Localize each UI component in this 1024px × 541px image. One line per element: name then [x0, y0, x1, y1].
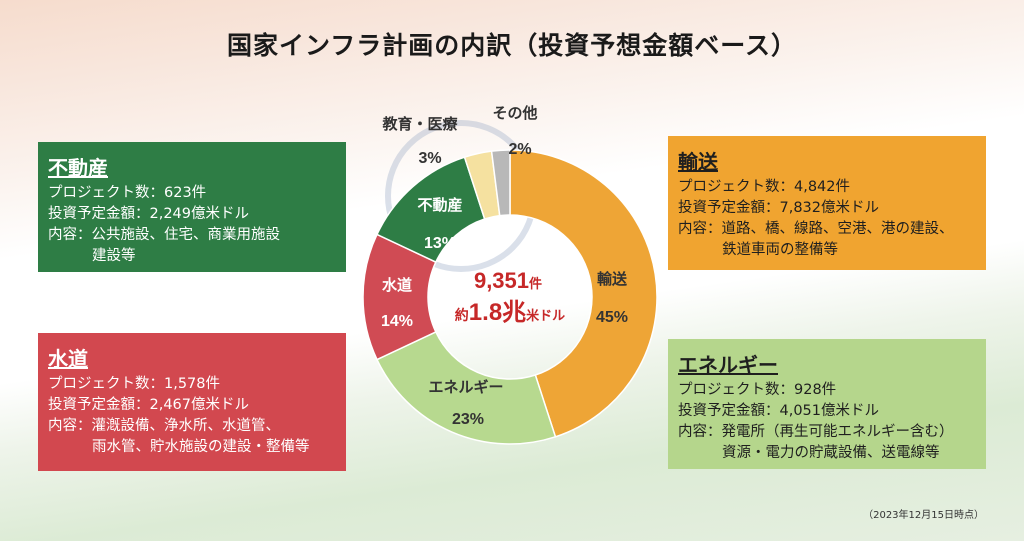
- center-count-value: 9,351: [474, 268, 529, 293]
- category-label-real-estate: 不動産: [417, 196, 462, 214]
- water-content: 内容：灌漑設備、浄水所、水道管、: [48, 418, 280, 434]
- water-projects: プロジェクト数：1,578件: [48, 376, 221, 392]
- real-estate-investment: 投資予定金額：2,249億米ドル: [48, 206, 250, 222]
- category-label-education-medical: 教育・医療: [381, 115, 458, 133]
- percent-label-water: 14%: [381, 313, 413, 330]
- energy-title: エネルギー: [678, 353, 778, 377]
- center-amount-value: 1.8兆: [469, 299, 526, 326]
- energy-investment: 投資予定金額：4,051億米ドル: [678, 403, 880, 419]
- percent-label-other: 2%: [508, 141, 531, 158]
- slice-transport: [509, 149, 658, 438]
- real-estate-title: 不動産: [48, 156, 108, 180]
- real-estate-box: 不動産 プロジェクト数：623件 投資予定金額：2,249億米ドル 内容：公共施…: [38, 142, 346, 272]
- category-label-transport: 輸送: [597, 270, 628, 288]
- transport-content-cont: 鉄道車両の整備等: [722, 242, 838, 258]
- slice-energy: [375, 330, 557, 445]
- energy-content: 内容：発電所（再生可能エネルギー含む）: [678, 424, 954, 440]
- footnote: （2023年12月15日時点）: [863, 510, 984, 521]
- real-estate-projects: プロジェクト数：623件: [48, 185, 207, 201]
- energy-projects: プロジェクト数：928件: [678, 382, 837, 398]
- transport-investment: 投資予定金額：7,832億米ドル: [678, 200, 880, 216]
- percent-label-real-estate: 13%: [424, 235, 456, 252]
- center-count: 9,351件: [474, 268, 542, 293]
- water-title: 水道: [48, 347, 88, 371]
- center-amount-prefix: 約: [455, 307, 469, 323]
- page-title: 国家インフラ計画の内訳（投資予想金額ベース）: [226, 31, 797, 60]
- percent-label-education-medical: 3%: [418, 150, 441, 167]
- category-label-energy: エネルギー: [428, 378, 503, 396]
- transport-box: 輸送 プロジェクト数：4,842件 投資予定金額：7,832億米ドル 内容：道路…: [668, 136, 986, 270]
- center-count-unit: 件: [529, 276, 542, 291]
- center-amount: 約1.8兆米ドル: [455, 299, 565, 326]
- energy-box: エネルギー プロジェクト数：928件 投資予定金額：4,051億米ドル 内容：発…: [668, 339, 986, 469]
- center-amount-unit: 米ドル: [526, 308, 565, 323]
- transport-title: 輸送: [678, 150, 718, 174]
- category-label-water: 水道: [382, 276, 412, 294]
- percent-label-transport: 45%: [596, 309, 628, 326]
- slice-other: [490, 149, 511, 217]
- real-estate-content: 内容：公共施設、住宅、商業用施設: [48, 227, 280, 243]
- transport-projects: プロジェクト数：4,842件: [678, 179, 851, 195]
- water-investment: 投資予定金額：2,467億米ドル: [48, 397, 250, 413]
- water-box: 水道 プロジェクト数：1,578件 投資予定金額：2,467億米ドル 内容：灌漑…: [38, 333, 346, 471]
- real-estate-content-cont: 建設等: [92, 248, 136, 264]
- water-content-cont: 雨水管、貯水施設の建設・整備等: [92, 439, 310, 455]
- energy-content-cont: 資源・電力の貯蔵設備、送電線等: [722, 445, 940, 461]
- transport-content: 内容：道路、橋、線路、空港、港の建設、: [678, 221, 954, 237]
- percent-label-energy: 23%: [452, 411, 484, 428]
- category-label-other: その他: [492, 104, 537, 122]
